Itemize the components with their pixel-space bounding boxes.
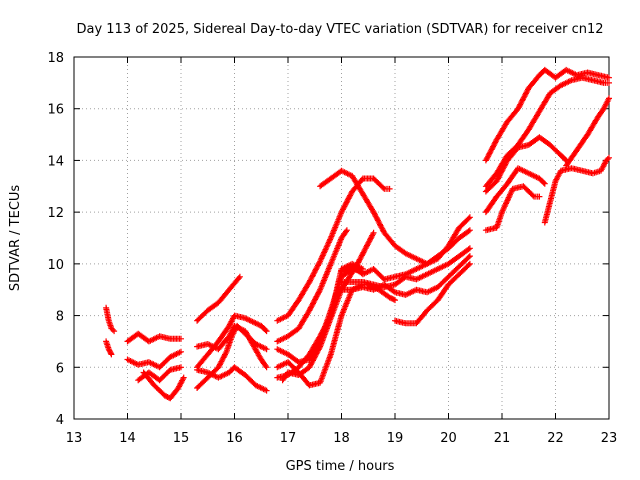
series-markers — [194, 364, 270, 394]
series-s13 — [274, 227, 350, 345]
series-markers — [541, 154, 612, 226]
series-markers — [482, 165, 548, 216]
series-s28 — [482, 183, 543, 234]
series-markers — [140, 369, 187, 402]
y-tick-label: 4 — [56, 413, 64, 428]
series-markers — [482, 183, 543, 234]
series-markers — [338, 253, 473, 298]
x-tick-labels: 13 14 15 16 17 18 19 20 21 22 23 — [66, 431, 618, 446]
series-s26 — [482, 134, 570, 195]
series-markers — [338, 227, 473, 283]
series-s4 — [124, 348, 184, 371]
series-s10 — [194, 322, 270, 391]
series-markers — [482, 74, 612, 190]
y-tick-label: 16 — [47, 103, 64, 118]
series-s12 — [274, 175, 393, 324]
x-tick-label: 13 — [66, 431, 83, 446]
y-tick-label: 14 — [47, 154, 64, 169]
series-s2 — [103, 338, 115, 358]
axis-ticks — [73, 56, 610, 420]
y-tick-labels: 4 6 8 10 12 14 16 18 — [47, 51, 64, 428]
series-s24 — [482, 66, 612, 164]
series-s21 — [338, 253, 473, 298]
series-markers — [124, 330, 184, 345]
series-s1 — [103, 304, 118, 335]
series-s30 — [563, 95, 612, 169]
x-axis-label: GPS time / hours — [286, 459, 395, 474]
series-markers — [103, 338, 115, 358]
series-s25 — [482, 74, 612, 190]
x-tick-label: 21 — [494, 431, 511, 446]
y-axis-label: SDTVAR / TECUs — [8, 185, 23, 292]
series-markers — [392, 260, 473, 327]
x-tick-label: 17 — [280, 431, 297, 446]
series-s11 — [194, 364, 270, 394]
x-tick-label: 19 — [387, 431, 404, 446]
series-markers — [365, 281, 398, 304]
x-tick-label: 20 — [440, 431, 457, 446]
series-s23 — [365, 281, 398, 304]
x-tick-label: 18 — [333, 431, 350, 446]
series-s29 — [541, 154, 612, 226]
series-s7 — [194, 273, 243, 324]
x-tick-label: 16 — [226, 431, 243, 446]
series-markers — [563, 95, 612, 169]
series-s16 — [274, 281, 366, 389]
series-markers — [482, 134, 570, 195]
data-points — [103, 66, 612, 402]
series-s6 — [140, 369, 187, 402]
series-s20 — [338, 227, 473, 283]
series-s22 — [392, 260, 473, 327]
y-tick-label: 8 — [56, 310, 64, 325]
series-markers — [194, 322, 270, 391]
series-s27 — [482, 165, 548, 216]
y-tick-label: 12 — [47, 206, 64, 221]
series-markers — [274, 175, 393, 324]
series-markers — [274, 227, 350, 345]
series-s3 — [124, 330, 184, 345]
series-markers — [274, 281, 366, 389]
series-markers — [482, 66, 612, 164]
x-tick-label: 14 — [119, 431, 136, 446]
series-markers — [124, 348, 184, 371]
y-tick-label: 18 — [47, 51, 64, 66]
x-tick-label: 22 — [547, 431, 564, 446]
series-markers — [194, 273, 243, 324]
x-tick-label: 23 — [601, 431, 618, 446]
series-markers — [103, 304, 118, 335]
y-tick-label: 6 — [56, 361, 64, 376]
x-tick-label: 15 — [173, 431, 190, 446]
chart-title: Day 113 of 2025, Sidereal Day-to-day VTE… — [76, 22, 603, 37]
y-tick-label: 10 — [47, 258, 64, 273]
